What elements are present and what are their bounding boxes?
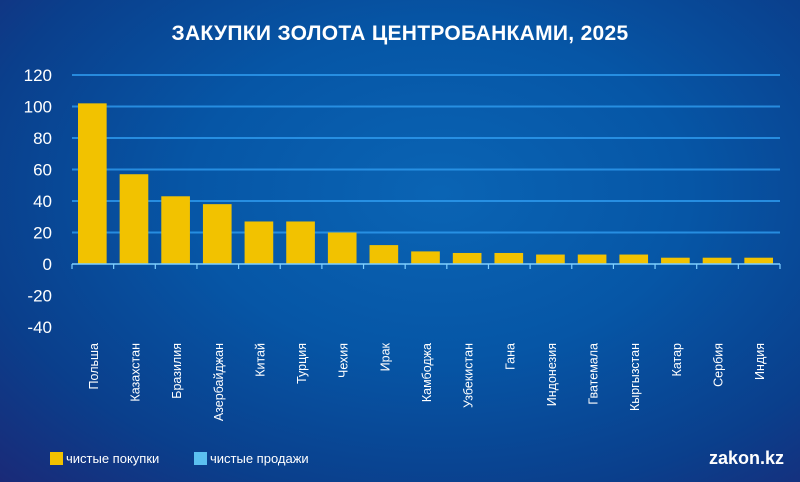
x-tick-label: Гана xyxy=(503,343,517,370)
x-tick-label: Катар xyxy=(670,343,684,376)
legend-swatch-purchases xyxy=(50,452,63,465)
x-tick-label: Бразилия xyxy=(170,343,184,399)
x-tick-label: Узбекистан xyxy=(462,343,476,408)
y-tick-label: 120 xyxy=(24,66,52,85)
x-tick-label: Ирак xyxy=(378,342,392,371)
legend-swatch-sales xyxy=(194,452,207,465)
x-tick-label: Чехия xyxy=(337,343,351,378)
y-tick-label: 100 xyxy=(24,98,52,117)
x-tick-label: Гватемала xyxy=(587,343,601,405)
x-tick-label: Азербайджан xyxy=(212,343,226,421)
legend-label: чистые покупки xyxy=(66,451,160,466)
y-tick-label: 0 xyxy=(43,255,52,274)
bar xyxy=(202,204,232,264)
x-tick-label: Китай xyxy=(253,343,267,377)
bar xyxy=(369,245,399,264)
y-tick-label: -40 xyxy=(27,318,52,337)
legend-label: чистые продажи xyxy=(210,451,309,466)
x-tick-label: Индия xyxy=(753,343,767,380)
legend-item-purchases: чистые покупки xyxy=(50,451,159,466)
x-tick-label: Казахстан xyxy=(128,343,142,402)
legend-item-sales: чистые продажи xyxy=(194,451,309,466)
bar xyxy=(286,221,315,264)
bar xyxy=(327,232,357,264)
bar xyxy=(244,221,274,264)
bar xyxy=(536,254,565,264)
bar xyxy=(744,257,773,264)
x-tick-label: Сербия xyxy=(712,343,726,387)
y-tick-label: 40 xyxy=(33,192,52,211)
brand-logo: zakon.kz xyxy=(708,448,784,468)
bar xyxy=(119,174,149,264)
bar xyxy=(661,257,690,264)
bar xyxy=(452,252,482,264)
bar xyxy=(78,103,107,264)
bar xyxy=(161,196,190,264)
x-tick-label: Камбоджа xyxy=(420,343,434,402)
bar xyxy=(577,254,607,264)
x-tick-label: Индонезия xyxy=(545,343,559,406)
bar xyxy=(411,251,440,264)
x-tick-label: Турция xyxy=(295,343,309,384)
y-tick-label: 20 xyxy=(33,224,52,243)
bar xyxy=(702,257,732,264)
y-tick-label: -20 xyxy=(27,287,52,306)
y-tick-label: 60 xyxy=(33,161,52,180)
bar xyxy=(494,252,524,264)
x-tick-label: Кыргызстан xyxy=(628,343,642,411)
chart-title: ЗАКУПКИ ЗОЛОТА ЦЕНТРОБАНКАМИ, 2025 xyxy=(171,22,629,45)
x-tick-label: Польша xyxy=(87,343,101,389)
bar xyxy=(619,254,649,264)
y-tick-label: 80 xyxy=(33,129,52,148)
